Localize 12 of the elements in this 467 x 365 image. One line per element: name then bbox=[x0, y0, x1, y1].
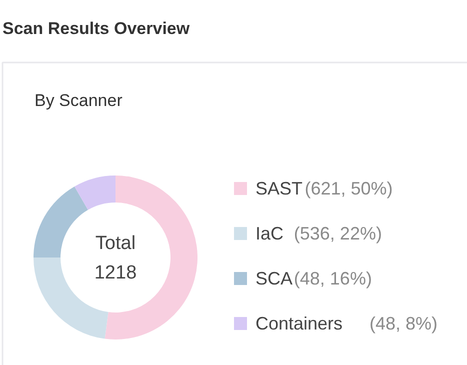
data-label: (48, 8%) bbox=[370, 314, 438, 334]
chart-subtitle: By Scanner bbox=[34, 91, 123, 110]
legend-label: SCA bbox=[256, 268, 293, 288]
data-label: (48, 16%) bbox=[294, 268, 372, 288]
chart-title: Scan Results Overview bbox=[2, 19, 190, 38]
legend-label: IaC bbox=[256, 224, 284, 244]
legend-label: Containers bbox=[256, 314, 343, 334]
legend-label: SAST bbox=[256, 178, 303, 198]
data-label: (621, 50%) bbox=[304, 178, 393, 198]
text: 1218 bbox=[94, 262, 137, 284]
text: Total bbox=[95, 233, 136, 254]
data-label: (536, 22%) bbox=[294, 224, 382, 244]
